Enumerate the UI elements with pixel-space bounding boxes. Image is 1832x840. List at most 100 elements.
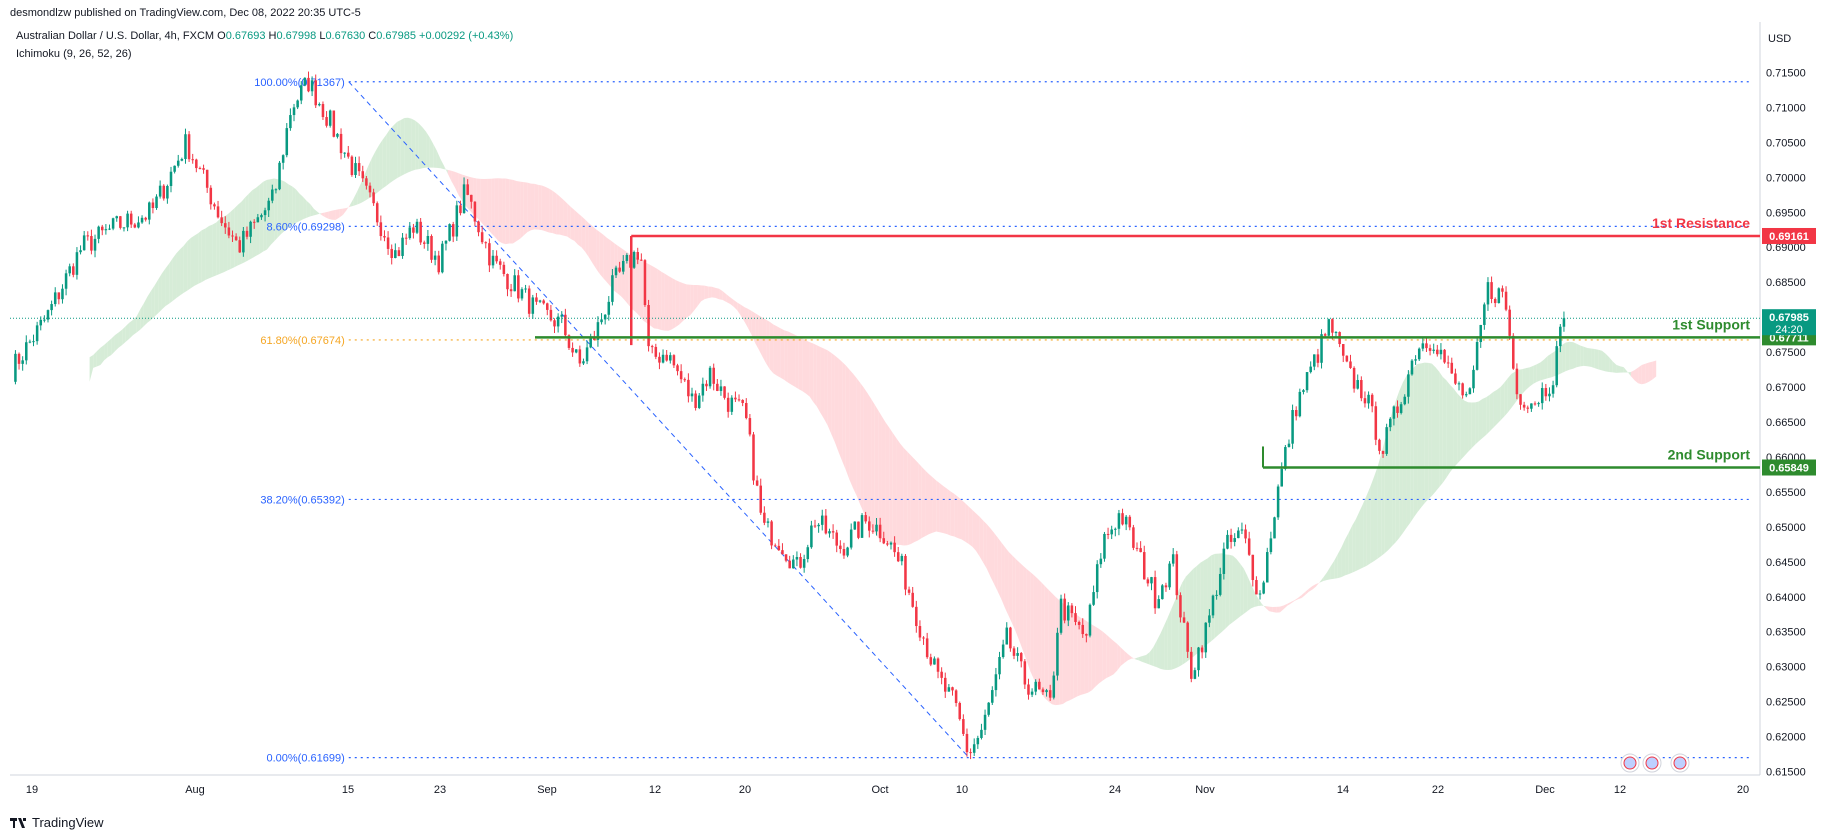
candle-body	[976, 737, 980, 745]
candle-body	[542, 300, 545, 304]
candle-body	[1153, 577, 1157, 609]
cloud-segment	[1384, 425, 1389, 554]
cloud-segment	[451, 170, 456, 188]
candle-body	[1157, 599, 1160, 609]
candle-body	[585, 347, 589, 362]
candle-body	[1085, 634, 1088, 636]
cloud-segment	[1449, 384, 1454, 473]
cloud-segment	[1645, 362, 1649, 384]
candle-body	[998, 657, 1001, 675]
candle-body	[1443, 349, 1446, 363]
candle-body	[1164, 585, 1168, 588]
candle-body	[347, 152, 350, 157]
cloud-segment	[1088, 622, 1092, 693]
cloud-segment	[353, 191, 358, 206]
candle-body	[1323, 334, 1327, 336]
cloud-segment	[668, 276, 673, 331]
cloud-segment	[928, 474, 933, 535]
cloud-segment	[89, 354, 94, 382]
candle-body	[636, 252, 639, 260]
event-flag-icon	[1623, 756, 1637, 770]
cloud-segment	[389, 125, 394, 183]
cloud-segment	[729, 297, 734, 307]
candle-body	[1457, 383, 1461, 385]
cloud-segment	[1279, 605, 1284, 613]
cloud-segment	[111, 335, 115, 355]
candle-body	[1092, 592, 1095, 605]
cloud-segment	[983, 520, 987, 569]
cloud-segment	[1160, 625, 1165, 670]
x-tick-label: 10	[956, 784, 968, 796]
symbol-info: Australian Dollar / U.S. Dollar, 4h, FXC…	[16, 30, 513, 42]
candle-body	[810, 525, 813, 548]
candle-body	[842, 549, 846, 556]
cloud-segment	[1486, 394, 1490, 435]
last-price-label: 0.67985	[1769, 312, 1809, 324]
candle-body	[969, 752, 972, 754]
cloud-segment	[885, 422, 890, 543]
candle-body	[202, 168, 205, 170]
cloud-segment	[107, 338, 112, 358]
cloud-segment	[350, 198, 354, 207]
candle-body	[759, 485, 763, 513]
cloud-segment	[802, 338, 806, 394]
candle-body	[1251, 554, 1255, 581]
candle-body	[1291, 410, 1294, 444]
cloud-segment	[921, 466, 926, 539]
cloud-segment	[733, 299, 738, 311]
cloud-segment	[1337, 547, 1342, 579]
open-value: 0.67693	[225, 30, 266, 42]
price-tag-label: 0.69161	[1769, 231, 1809, 243]
cloud-segment	[947, 488, 951, 536]
cloud-segment	[693, 284, 698, 311]
candle-body	[1428, 348, 1432, 351]
candle-body	[567, 335, 571, 348]
cloud-segment	[816, 345, 821, 413]
cloud-segment	[914, 459, 919, 542]
indicator-label[interactable]: Ichimoku (9, 26, 52, 26)	[16, 48, 132, 60]
cloud-segment	[1439, 371, 1443, 488]
cloud-segment	[324, 211, 329, 219]
candle-body	[263, 210, 267, 216]
cloud-segment	[1594, 348, 1599, 370]
candle-body	[245, 230, 249, 237]
candle-body	[1237, 530, 1240, 539]
cloud-segment	[1402, 375, 1407, 534]
cloud-segment	[766, 319, 770, 370]
cloud-segment	[1605, 353, 1610, 373]
cloud-segment	[212, 222, 217, 277]
cloud-segment	[1348, 525, 1353, 575]
cloud-segment	[918, 462, 922, 541]
cloud-segment	[1511, 371, 1516, 408]
cloud-segment	[968, 506, 973, 547]
cloud-segment	[407, 117, 412, 173]
candle-body	[488, 243, 491, 266]
candle-body	[350, 156, 354, 175]
candle-body	[1226, 534, 1229, 549]
candle-body	[896, 552, 900, 562]
candle-body	[824, 515, 828, 534]
cloud-segment	[534, 183, 539, 230]
candle-body	[1313, 354, 1316, 367]
cloud-segment	[585, 219, 589, 258]
candle-body	[303, 77, 307, 86]
candle-body	[889, 542, 893, 545]
cloud-segment	[1616, 364, 1621, 373]
candle-body	[1139, 548, 1142, 553]
cloud-segment	[1019, 562, 1024, 651]
candle-body	[213, 204, 216, 207]
candle-body	[600, 319, 603, 323]
cloud-segment	[740, 304, 745, 322]
cloud-segment	[1536, 362, 1541, 382]
candle-body	[596, 322, 600, 340]
candle-body	[401, 237, 404, 256]
candle-body	[795, 556, 799, 560]
candle-body	[1030, 691, 1034, 695]
cloud-segment	[288, 184, 293, 228]
cloud-segment	[896, 438, 901, 545]
tradingview-brand[interactable]: TradingView	[10, 815, 104, 830]
cloud-segment	[1254, 592, 1259, 607]
cloud-segment	[295, 189, 300, 224]
candle-body	[318, 104, 321, 106]
